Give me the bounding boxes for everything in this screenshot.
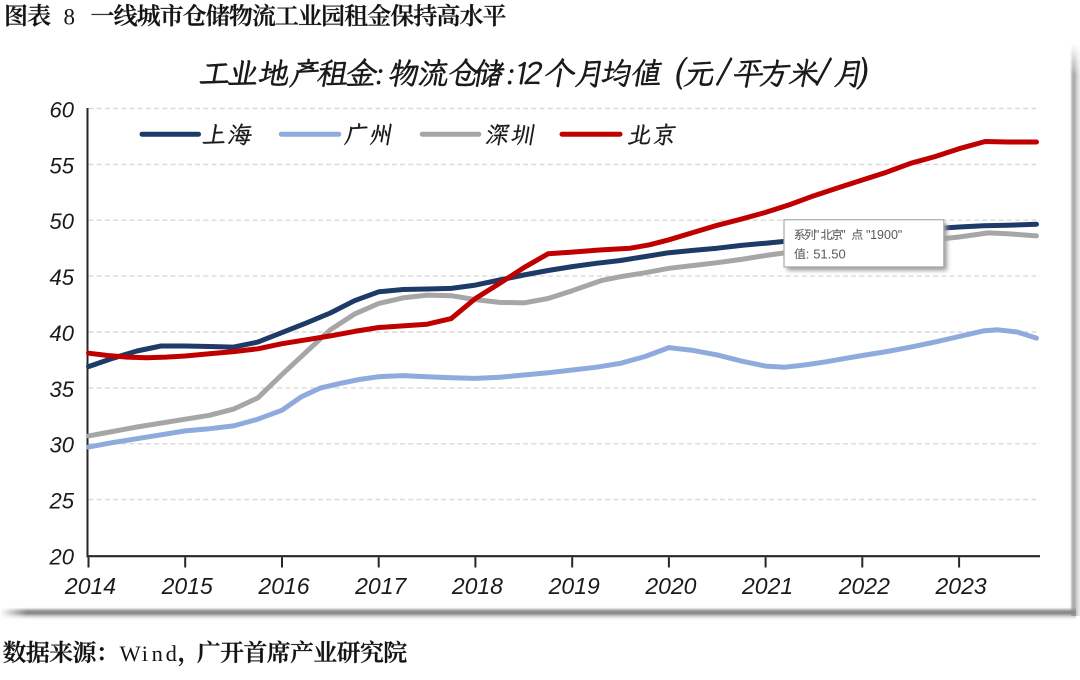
svg-text:2023: 2023 [935, 573, 987, 599]
svg-text:n: n [152, 641, 163, 666]
svg-text:": " [898, 228, 902, 242]
svg-text:50: 50 [50, 209, 75, 234]
svg-text:51.50: 51.50 [813, 246, 846, 261]
svg-text:": " [841, 228, 845, 242]
svg-text:2014: 2014 [64, 573, 116, 599]
svg-text:i: i [142, 641, 148, 666]
svg-text:1900: 1900 [870, 228, 898, 242]
svg-text:2020: 2020 [644, 573, 696, 599]
svg-text:20: 20 [49, 544, 75, 569]
svg-text:d: d [166, 641, 177, 666]
svg-text:2019: 2019 [548, 573, 600, 599]
svg-text:35: 35 [50, 377, 75, 402]
svg-text:2016: 2016 [257, 573, 309, 599]
svg-text:30: 30 [50, 433, 75, 458]
svg-text:W: W [120, 641, 142, 666]
svg-text:2017: 2017 [354, 573, 407, 599]
svg-text:2018: 2018 [451, 573, 503, 599]
svg-text::: : [806, 246, 810, 261]
svg-text:8: 8 [64, 4, 76, 29]
svg-text:60: 60 [50, 97, 75, 122]
svg-text:": " [815, 228, 819, 242]
svg-text:2022: 2022 [838, 573, 890, 599]
svg-text:45: 45 [50, 265, 75, 290]
svg-text:": " [866, 228, 870, 242]
svg-text:25: 25 [49, 489, 75, 514]
svg-text:2021: 2021 [741, 573, 793, 599]
svg-text:2015: 2015 [161, 573, 213, 599]
svg-text:55: 55 [50, 153, 75, 178]
svg-text:40: 40 [50, 321, 75, 346]
